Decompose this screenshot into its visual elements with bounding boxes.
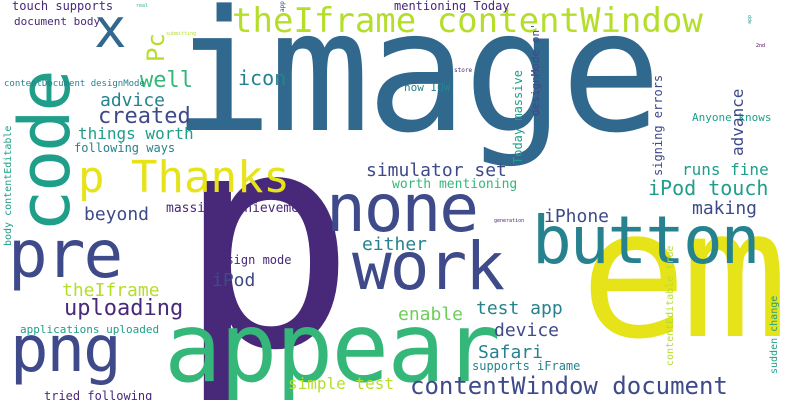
word-store: store	[454, 67, 473, 74]
word-runs-fine: runs fine	[682, 160, 769, 179]
word-safari: Safari	[478, 342, 544, 363]
word-iphone: iPhone	[544, 206, 610, 227]
word-device: device	[494, 320, 560, 341]
word-submitting: submitting	[166, 31, 197, 37]
word-contenteditable-true: contentEditable true	[665, 245, 676, 366]
word-simulator-set: simulator set	[366, 160, 507, 181]
word-either: either	[362, 234, 428, 255]
word-simple-test: simple test	[288, 374, 394, 393]
word-app: app	[279, 1, 286, 12]
word-difference: difference	[349, 97, 355, 128]
word-massive-achievement: massive achievement	[166, 201, 315, 216]
word-design-mode: design mode	[212, 253, 292, 267]
word-mentioning-today: mentioning Today	[394, 0, 510, 13]
word-supports-iframe: supports iFrame	[472, 359, 581, 373]
word-signing-errors: signing errors	[651, 74, 665, 176]
word-button: button	[532, 202, 760, 279]
word-now-iow: now IOW	[404, 81, 451, 94]
word-contentwindow-document: contentWindow document	[410, 372, 728, 400]
word-pre: pre	[8, 216, 123, 293]
word-image: image	[172, 0, 662, 170]
word-things-worth: things worth	[78, 124, 194, 143]
word-touch-supports: touch supports	[12, 0, 114, 13]
word-appear: appear	[164, 292, 501, 400]
word-generation: generation	[494, 218, 525, 224]
word-none: none	[326, 170, 479, 247]
word-designmode-on: designMode on'	[529, 23, 542, 116]
word-real: real	[136, 3, 149, 9]
word-app-tiny: app	[747, 14, 753, 24]
word-following-ways: following ways	[74, 141, 176, 155]
word-beyond: beyond	[84, 204, 150, 225]
word-pc: Pc	[142, 33, 170, 62]
word-created: created	[98, 104, 191, 129]
word-tried-following: tried following	[44, 389, 153, 400]
word-well: well	[140, 68, 193, 93]
word-sudden-change: sudden change	[769, 295, 780, 374]
word-uploading: uploading	[64, 296, 184, 321]
word-today-massive: Today massive	[511, 70, 525, 164]
word-em: em	[580, 171, 788, 378]
word-2nd: 2nd	[756, 43, 766, 49]
word-png: png	[10, 313, 122, 387]
word-applications-uploaded: applications uploaded	[20, 323, 160, 336]
word-anyone-knows: Anyone knows	[692, 111, 772, 124]
word-x: x	[94, 0, 127, 60]
word-work: work	[352, 228, 505, 305]
word-p-thanks: p Thanks	[78, 152, 290, 203]
word-enable: enable	[398, 304, 464, 325]
word-test-app: test app	[476, 298, 563, 319]
word-p-big: p	[176, 67, 357, 400]
word-advance: advance	[728, 88, 747, 156]
word-advice: advice	[100, 90, 166, 111]
word-contentdocument-designmode: contentDocument designMode	[4, 79, 145, 89]
word-body-contenteditable: body contentEditable	[3, 125, 14, 246]
word-code: code	[4, 71, 86, 232]
word-ipod: iPod	[212, 270, 256, 291]
word-document-body: document body	[14, 15, 101, 28]
word-iframe-contentwindow: theIframe contentWindow	[232, 1, 703, 41]
word-worth-mentioning: worth mentioning	[392, 177, 518, 192]
word-making: making	[692, 198, 758, 219]
word-icon: icon	[238, 66, 287, 90]
word-theiframe: theIframe	[62, 280, 160, 301]
word-ipod-touch: iPod touch	[648, 176, 769, 200]
